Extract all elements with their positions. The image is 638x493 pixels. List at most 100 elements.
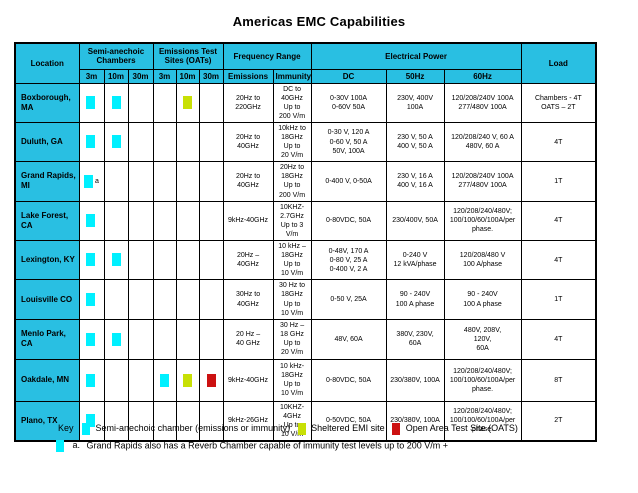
footnote-swatch — [56, 440, 64, 452]
semi-anechoic-30m-swatch — [136, 333, 145, 346]
oats-30m-swatch — [206, 373, 216, 387]
table-row: Boxborough, MA 20Hz to 220GHz DC to 40GH… — [14, 82, 597, 123]
immunity-range-cell: 10kHz to 18GHz Up to 20 V/m — [272, 121, 312, 163]
subcol-50hz: 50Hz — [385, 68, 445, 84]
50hz-power-cell: 0-240 V 12 kVA/phase — [385, 239, 445, 281]
semi-30m-cell — [127, 121, 154, 163]
oats-10m-swatch — [183, 373, 193, 387]
oats-30m-cell — [198, 400, 224, 442]
dc-power-cell: 0-80VDC, 50A — [310, 200, 387, 242]
emissions-range-cell: 20Hz to 40GHz — [222, 161, 274, 202]
oats-3m-cell — [152, 239, 177, 281]
oats-30m-cell — [198, 318, 224, 360]
semi-anechoic-30m-swatch — [136, 214, 145, 227]
semi-30m-cell — [127, 358, 154, 402]
semi-10m-cell — [103, 161, 129, 202]
oats-30m-cell — [198, 239, 224, 281]
semi-anechoic-10m-swatch — [112, 374, 121, 387]
semi-30m-cell — [127, 200, 154, 242]
load-cell: 4T — [520, 318, 597, 360]
load-cell: Chambers - 4T OATS – 2T — [520, 82, 597, 123]
oats-30m-swatch — [207, 135, 216, 148]
semi-30m-cell — [127, 400, 154, 442]
semi-3m-cell: a — [78, 161, 105, 202]
location-cell: Boxborough, MA — [14, 82, 80, 123]
location-cell: Duluth, GA — [14, 121, 80, 163]
legend-item: Semi-anechoic chamber (emissions or immu… — [77, 423, 293, 435]
immunity-range-cell: 10KHZ- 2.7GHz Up to 3 V/m — [272, 200, 312, 242]
oats-3m-swatch — [160, 96, 169, 109]
oats-3m-swatch — [160, 293, 169, 306]
immunity-range-cell: 10KHZ- 4GHz Up to 10 V/m — [272, 400, 312, 442]
semi-anechoic-3m-swatch — [86, 292, 95, 306]
immunity-range-cell: 10 kHz – 18GHz Up to 10 V/m — [272, 239, 312, 281]
semi-3m-cell — [78, 318, 105, 360]
oats-30m-swatch — [207, 333, 216, 346]
semi-anechoic-30m-swatch — [136, 374, 145, 387]
location-cell: Lexington, KY — [14, 239, 80, 281]
oats-30m-cell — [198, 358, 224, 402]
semi-30m-cell — [127, 82, 154, 123]
dc-power-cell: 0-50 V, 25A — [310, 279, 387, 320]
subcol-semi-30m: 30m — [127, 68, 154, 84]
semi-10m-cell — [103, 279, 129, 320]
60hz-power-cell: 120/208/240/480V; 100/100/60/100A/per ph… — [443, 358, 522, 402]
60hz-power-cell: 90 - 240V 100 A phase — [443, 279, 522, 320]
dc-power-cell: 48V, 60A — [310, 318, 387, 360]
semi-3m-cell — [78, 121, 105, 163]
table-row: Plano, TX 9kHz-26GHz 10KHZ- 4GHz Up to 1… — [14, 400, 597, 442]
footnote: a. Grand Rapids also has a Reverb Chambe… — [56, 440, 448, 452]
col-header-frequency-range: Frequency Range — [222, 42, 312, 70]
50hz-power-cell: 230 V, 16 A 400 V, 16 A — [385, 161, 445, 202]
semi-anechoic-30m-swatch — [136, 96, 145, 109]
oats-10m-cell — [175, 400, 200, 442]
location-cell: Grand Rapids, MI — [14, 161, 80, 202]
60hz-power-cell: 120/208/240V 100A 277/480V 100A — [443, 82, 522, 123]
60hz-power-cell: 120/208/240V 100A 277/480V 100A — [443, 161, 522, 202]
oats-3m-cell — [152, 121, 177, 163]
location-cell: Oakdale, MN — [14, 358, 80, 402]
subcol-semi-3m: 3m — [78, 68, 105, 84]
oats-10m-cell — [175, 279, 200, 320]
oats-3m-swatch — [160, 333, 169, 346]
subcol-oats-3m: 3m — [152, 68, 177, 84]
footnote-text: Grand Rapids also has a Reverb Chamber c… — [86, 440, 448, 451]
table-row: Lexington, KY 20Hz – 40GHz 10 kHz – 18GH… — [14, 239, 597, 281]
col-header-semi-anechoic: Semi-anechoic Chambers — [78, 42, 154, 70]
semi-anechoic-3m-swatch — [84, 174, 94, 188]
semi-30m-cell — [127, 279, 154, 320]
subcol-oats-30m: 30m — [198, 68, 224, 84]
oats-10m-swatch — [183, 95, 193, 109]
load-cell: 2T — [520, 400, 597, 442]
oats-30m-swatch — [207, 175, 216, 188]
semi-anechoic-30m-swatch — [136, 175, 145, 188]
load-cell: 1T — [520, 161, 597, 202]
50hz-power-cell: 230V, 400V 100A — [385, 82, 445, 123]
subcol-dc: DC — [310, 68, 387, 84]
footnote-marker: a — [95, 177, 99, 185]
50hz-power-cell: 230/380V, 100A — [385, 400, 445, 442]
subcol-oats-10m: 10m — [175, 68, 200, 84]
semi-3m-cell — [78, 279, 105, 320]
oats-10m-cell — [175, 161, 200, 202]
legend-item-label: Open Area Test Site (OATS) — [405, 423, 518, 434]
semi-10m-cell — [103, 121, 129, 163]
immunity-range-cell: DC to 40GHz Up to 200 V/m — [272, 82, 312, 123]
dc-power-cell: 0-48V, 170 A 0-80 V, 25 A 0-400 V, 2 A — [310, 239, 387, 281]
col-header-electrical-power: Electrical Power — [310, 42, 522, 70]
semi-10m-cell — [103, 200, 129, 242]
table-row: Oakdale, MN 9kHz-40GHz 10 kHz- 18GHz Up … — [14, 358, 597, 402]
col-header-emissions-test-sites: Emissions Test Sites (OATs) — [152, 42, 224, 70]
dc-power-cell: 0-30 V, 120 A 0-60 V, 50 A 50V, 100A — [310, 121, 387, 163]
emissions-range-cell: 20Hz to 40GHz — [222, 121, 274, 163]
semi-3m-cell — [78, 400, 105, 442]
oats-30m-swatch — [207, 253, 216, 266]
dc-power-cell: 0-80VDC, 50A — [310, 358, 387, 402]
50hz-power-cell: 230 V, 50 A 400 V, 50 A — [385, 121, 445, 163]
header-group-row: Location Semi-anechoic Chambers Emission… — [14, 42, 597, 84]
immunity-range-cell: 20Hz to 18GHz Up to 200 V/m — [272, 161, 312, 202]
semi-anechoic-10m-swatch — [112, 293, 121, 306]
oats-3m-cell — [152, 161, 177, 202]
50hz-power-cell: 90 - 240V 100 A phase — [385, 279, 445, 320]
